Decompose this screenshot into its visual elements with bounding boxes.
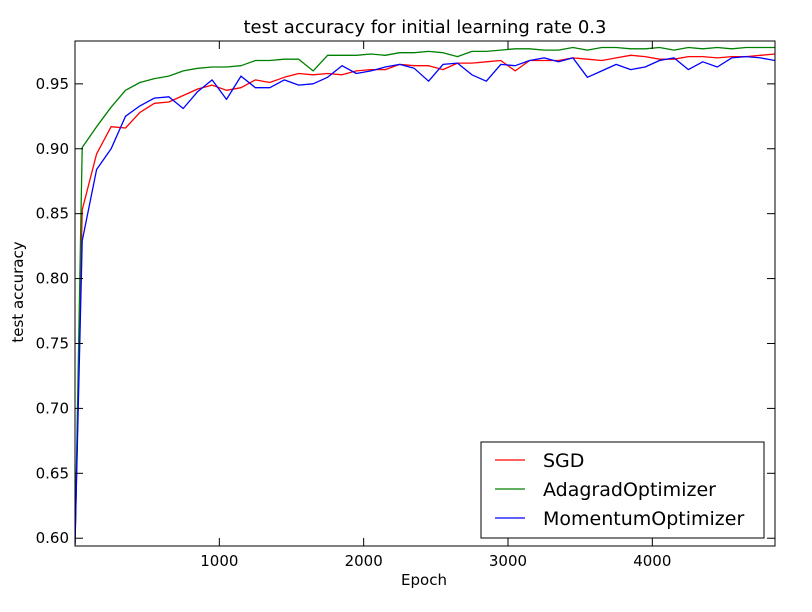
legend-label: MomentumOptimizer [543,508,744,530]
y-tick-label: 0.80 [36,270,69,288]
chart-title: test accuracy for initial learning rate … [244,17,607,38]
x-tick-label: 2000 [345,552,383,570]
plot-area [75,46,775,545]
y-axis-label: test accuracy [9,241,27,342]
y-tick-label: 0.65 [36,464,69,482]
y-tick-label: 0.70 [36,399,69,417]
y-tick-label: 0.75 [36,334,69,352]
x-tick-label: 3000 [489,552,527,570]
series-line-momentumoptimizer [75,55,775,545]
y-tick-label: 0.85 [36,205,69,223]
legend: SGD AdagradOptimizer MomentumOptimizer [480,441,765,539]
series-line-adagradoptimizer [75,46,775,545]
axis-ticks: 1000 2000 3000 4000 0.60 0.65 0.70 0.75 0.80 0.85… [36,41,775,570]
y-tick-label: 0.90 [36,140,69,158]
legend-box [480,441,765,539]
legend-label: AdagradOptimizer [543,479,716,501]
plot-frame [74,40,776,547]
x-tick-label: 4000 [633,552,671,570]
series-line-sgd [75,53,775,545]
y-tick-label: 0.95 [36,75,69,93]
x-tick-label: 1000 [200,552,238,570]
legend-label: SGD [543,450,584,472]
y-tick-label: 0.60 [36,529,69,547]
x-axis-label: Epoch [401,571,447,589]
